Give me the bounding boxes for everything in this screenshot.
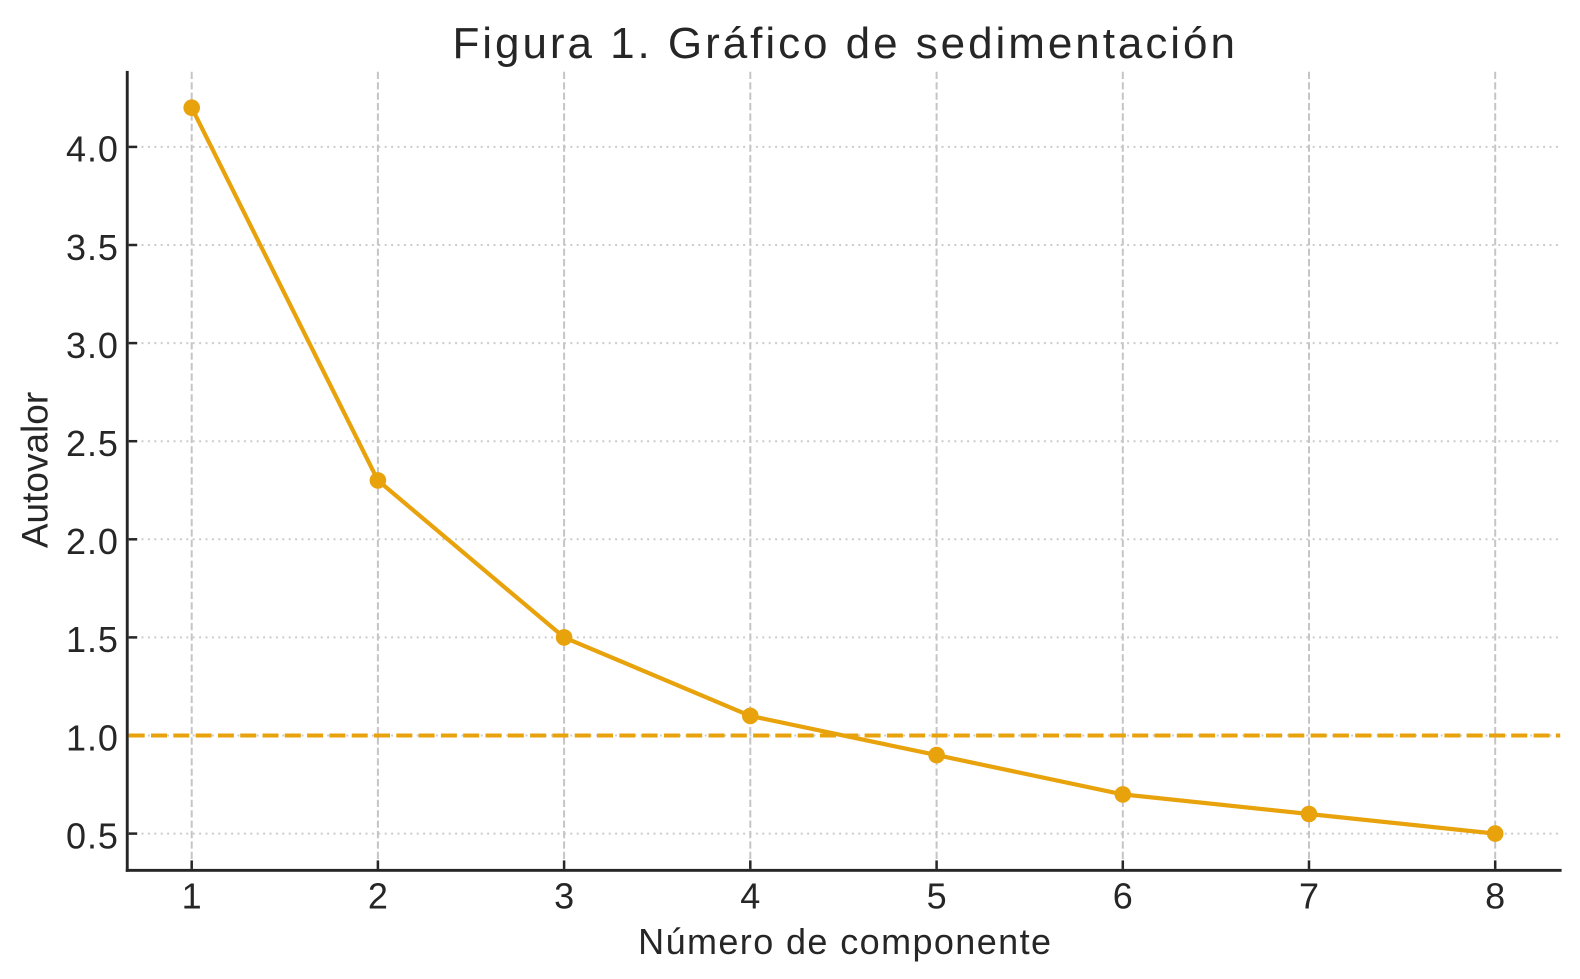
svg-text:1: 1 <box>182 876 202 917</box>
svg-text:4: 4 <box>740 876 760 917</box>
svg-text:3: 3 <box>554 876 574 917</box>
svg-text:2.5: 2.5 <box>66 423 119 464</box>
svg-text:5: 5 <box>927 876 947 917</box>
svg-text:Figura 1. Gráfico de sedimenta: Figura 1. Gráfico de sedimentación <box>452 19 1237 68</box>
svg-text:2: 2 <box>368 876 388 917</box>
svg-text:7: 7 <box>1299 876 1319 917</box>
svg-text:1.5: 1.5 <box>66 619 119 660</box>
svg-text:3.5: 3.5 <box>66 227 119 268</box>
svg-text:1.0: 1.0 <box>66 717 119 758</box>
svg-text:4.0: 4.0 <box>66 129 119 170</box>
svg-text:Número de componente: Número de componente <box>638 921 1052 962</box>
svg-text:8: 8 <box>1485 876 1505 917</box>
svg-text:2.0: 2.0 <box>66 521 119 562</box>
svg-text:6: 6 <box>1113 876 1133 917</box>
svg-text:0.5: 0.5 <box>66 815 119 856</box>
svg-text:Autovalor: Autovalor <box>15 392 56 548</box>
svg-text:3.0: 3.0 <box>66 325 119 366</box>
